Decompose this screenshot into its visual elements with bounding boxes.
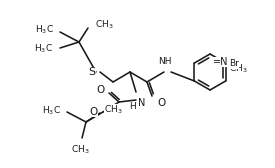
Text: CH$_3$: CH$_3$ <box>71 143 89 156</box>
Text: CH$_3$: CH$_3$ <box>95 19 114 31</box>
Text: CH$_3$: CH$_3$ <box>229 62 247 75</box>
Text: H$_3$C: H$_3$C <box>34 43 53 55</box>
Text: N: N <box>138 98 145 108</box>
Text: S: S <box>89 67 96 77</box>
Text: O: O <box>90 107 98 117</box>
Text: CH$_3$: CH$_3$ <box>104 104 123 116</box>
Text: H: H <box>130 102 136 111</box>
Text: Br: Br <box>230 59 240 69</box>
Text: O: O <box>97 85 105 95</box>
Text: H$_3$C: H$_3$C <box>42 105 61 117</box>
Text: NH: NH <box>158 57 172 66</box>
Text: H$_3$C: H$_3$C <box>35 24 54 36</box>
Text: =N: =N <box>213 57 229 67</box>
Text: O: O <box>157 98 165 108</box>
